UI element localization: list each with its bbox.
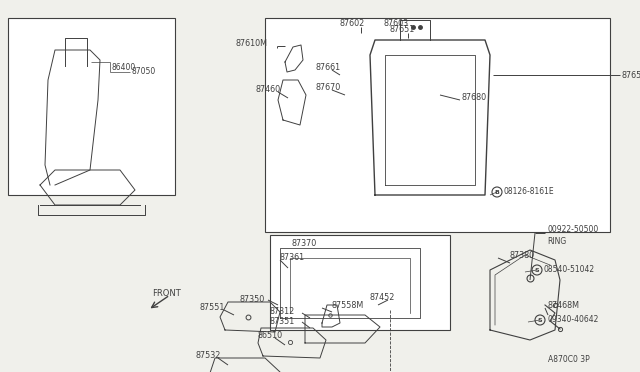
Text: 87551: 87551 — [200, 304, 225, 312]
Text: 87312: 87312 — [270, 308, 295, 317]
Text: 87650: 87650 — [622, 71, 640, 80]
Text: 87452: 87452 — [370, 294, 396, 302]
Text: 87361: 87361 — [280, 253, 305, 263]
Text: 87602: 87602 — [340, 19, 365, 29]
Text: 87558M: 87558M — [332, 301, 364, 311]
Text: 87050: 87050 — [132, 67, 156, 77]
Text: 87603: 87603 — [383, 19, 408, 29]
Text: 87680: 87680 — [462, 93, 487, 103]
Text: 86510: 86510 — [258, 331, 283, 340]
Text: 08540-51042: 08540-51042 — [544, 266, 595, 275]
Text: RING: RING — [547, 237, 566, 247]
Text: 09340-40642: 09340-40642 — [547, 315, 598, 324]
Text: FRONT: FRONT — [152, 289, 180, 298]
Text: B: B — [495, 189, 499, 195]
Text: 87651: 87651 — [390, 26, 415, 35]
Text: A870C0 3P: A870C0 3P — [548, 356, 589, 365]
Text: 87380: 87380 — [510, 251, 535, 260]
Bar — [270, 235, 450, 330]
Text: S: S — [538, 317, 542, 323]
Text: 87468M: 87468M — [548, 301, 580, 311]
Text: 87670: 87670 — [315, 83, 340, 93]
Text: 87532: 87532 — [196, 352, 221, 360]
Text: 87350: 87350 — [240, 295, 265, 304]
Text: 86400: 86400 — [112, 64, 136, 73]
Text: 87610M: 87610M — [235, 38, 267, 48]
Text: 87661: 87661 — [315, 64, 340, 73]
Text: 87351: 87351 — [270, 317, 295, 326]
Text: 08126-8161E: 08126-8161E — [504, 187, 555, 196]
Bar — [265, 18, 610, 232]
Text: 00922-50500: 00922-50500 — [547, 225, 598, 234]
Text: 87370: 87370 — [292, 238, 317, 247]
Bar — [8, 18, 175, 195]
Text: 87460: 87460 — [255, 86, 280, 94]
Text: S: S — [534, 267, 540, 273]
